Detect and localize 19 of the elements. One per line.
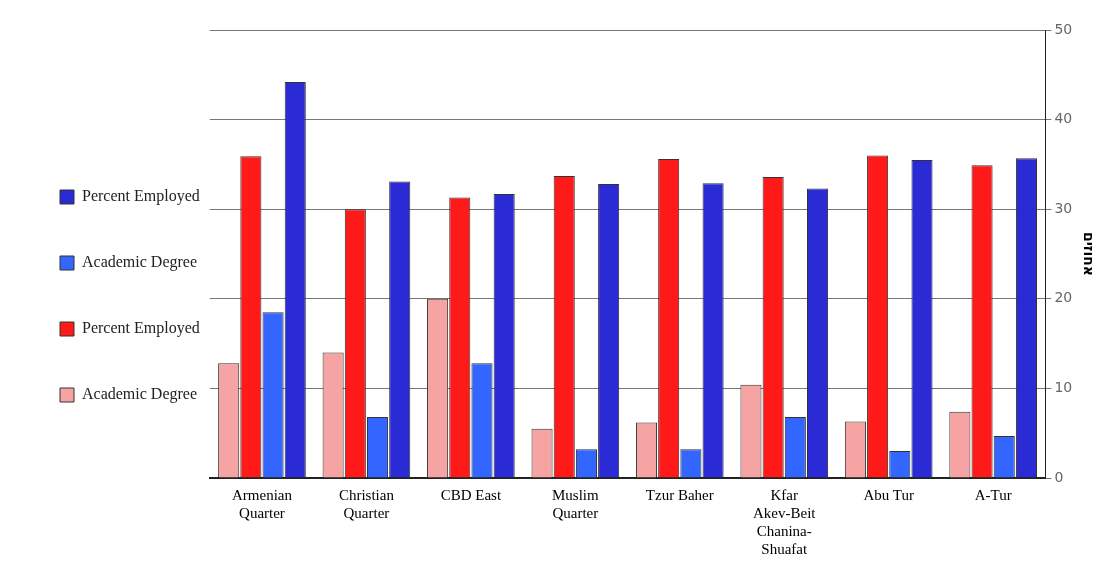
legend-label: Percent Employed	[82, 187, 200, 206]
x-tick-label: CBD East	[440, 486, 502, 503]
y-tick-label: 0	[1054, 468, 1064, 485]
y-axis-title: אחוזים	[1080, 231, 1097, 277]
y-tick-label: 50	[1054, 20, 1073, 37]
y-tick-label: 40	[1054, 110, 1073, 127]
x-tick-label: Tzur Baher	[645, 486, 714, 503]
x-tick-label: Kfar Akev-Beit Chanina-Shuafat	[753, 486, 817, 557]
legend-label: Academic Degree	[82, 385, 198, 404]
x-tick-label: Abu Tur	[863, 486, 914, 503]
x-tick-label: Christian Quarter	[338, 486, 395, 521]
legend-label: Academic Degree	[82, 253, 198, 272]
x-tick-label: A-Tur	[974, 486, 1012, 503]
x-tick-label: Muslim Quarter	[551, 486, 599, 521]
legend-label: Percent Employed	[82, 319, 200, 338]
y-tick-label: 30	[1054, 199, 1073, 216]
y-tick-label: 10	[1054, 379, 1073, 396]
y-tick-label: 20	[1054, 289, 1073, 306]
x-tick-label: Armenian Quarter	[231, 486, 293, 521]
